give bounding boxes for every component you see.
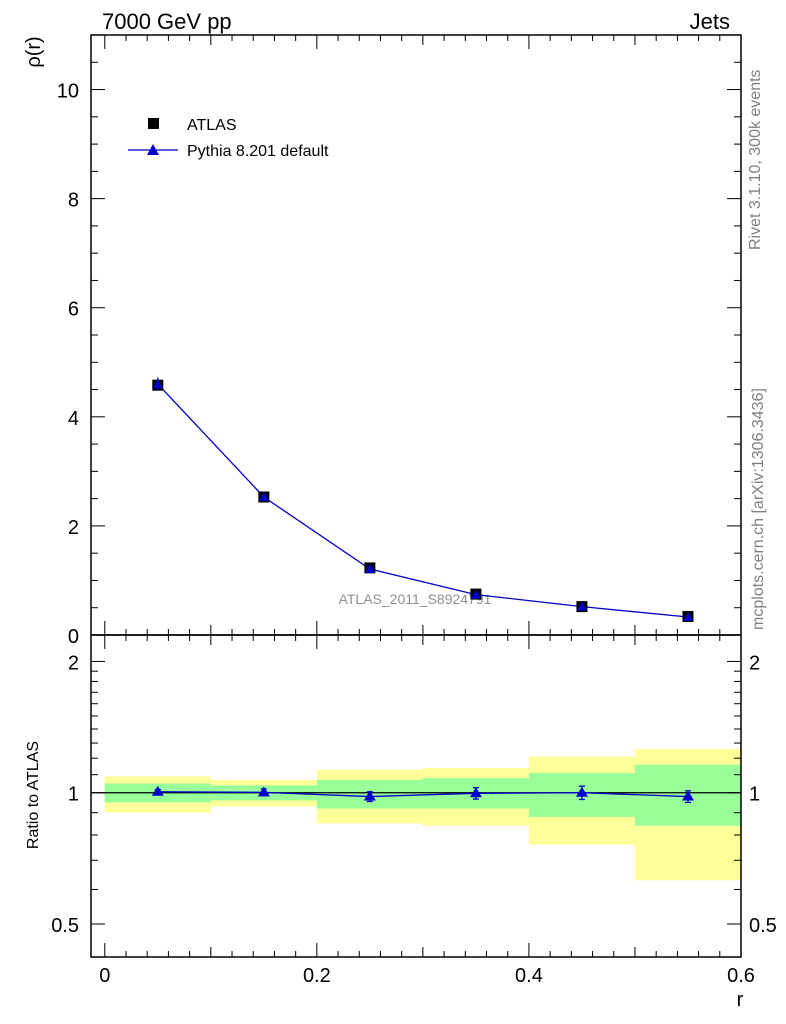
top-y-tick-label: 0 <box>68 626 79 648</box>
mc-point <box>682 612 693 621</box>
top-y-tick-label: 4 <box>68 408 79 430</box>
mc-point <box>258 492 269 501</box>
top-y-tick-label: 2 <box>68 517 79 539</box>
top-y-tick-label: 8 <box>68 190 79 212</box>
ratio-point <box>681 790 694 801</box>
bottom-y-tick-label: 1 <box>68 784 79 806</box>
ratio-point <box>257 786 270 797</box>
bottom-y-tick-label-right: 0.5 <box>749 915 777 937</box>
mc-point <box>364 564 375 573</box>
top-y-tick-label: 10 <box>57 81 79 103</box>
bottom-y-tick-label: 0.5 <box>51 915 79 937</box>
ratio-point <box>575 786 588 797</box>
rivet-side-label: Rivet 3.1.10, 300k events <box>747 69 764 250</box>
analysis-watermark: ATLAS_2011_S8924791 <box>339 591 492 607</box>
header-left-label: 7000 GeV pp <box>102 9 232 34</box>
legend-mc-label: Pythia 8.201 default <box>187 143 329 160</box>
ratio-point <box>363 790 376 801</box>
mc-series-line <box>157 383 689 618</box>
bottom-axis-ticks: 0 0.2 0.4 0.6 0.5 0.5 1 1 2 2 <box>51 635 777 987</box>
x-axis-label: r <box>737 989 744 1011</box>
mc-point <box>576 601 587 611</box>
mc-point <box>152 379 163 389</box>
top-y-tick-label: 6 <box>68 299 79 321</box>
mcplots-side-label: mcplots.cern.ch [arXiv:1306.3436] <box>750 388 767 630</box>
bottom-y-tick-label-right: 1 <box>749 784 760 806</box>
bottom-x-tick-label: 0.6 <box>727 965 755 987</box>
ratio-point <box>151 785 164 796</box>
bottom-ylabel: Ratio to ATLAS <box>25 741 42 849</box>
top-ylabel: ρ(r) <box>23 36 45 67</box>
bottom-y-tick-label: 2 <box>68 652 79 674</box>
data-marks <box>151 377 694 804</box>
legend-atlas-marker <box>148 118 159 129</box>
legend-mc-marker <box>147 144 159 155</box>
legend-atlas-label: ATLAS <box>187 117 237 134</box>
ratio-series-line <box>157 791 689 798</box>
legend: ATLAS Pythia 8.201 default <box>128 117 329 160</box>
bottom-y-tick-label-right: 2 <box>749 652 760 674</box>
top-axis-ticks: 0 2 4 6 8 10 <box>57 34 742 648</box>
bottom-x-tick-label: 0.2 <box>303 965 331 987</box>
bottom-x-tick-label: 0.4 <box>515 965 543 987</box>
mc-point <box>470 589 481 599</box>
bottom-plot-frame <box>90 634 742 958</box>
header-right-label: Jets <box>690 9 730 34</box>
bottom-x-tick-label: 0 <box>99 965 110 987</box>
ratio-point <box>469 787 482 798</box>
ratio-bands <box>91 748 741 881</box>
